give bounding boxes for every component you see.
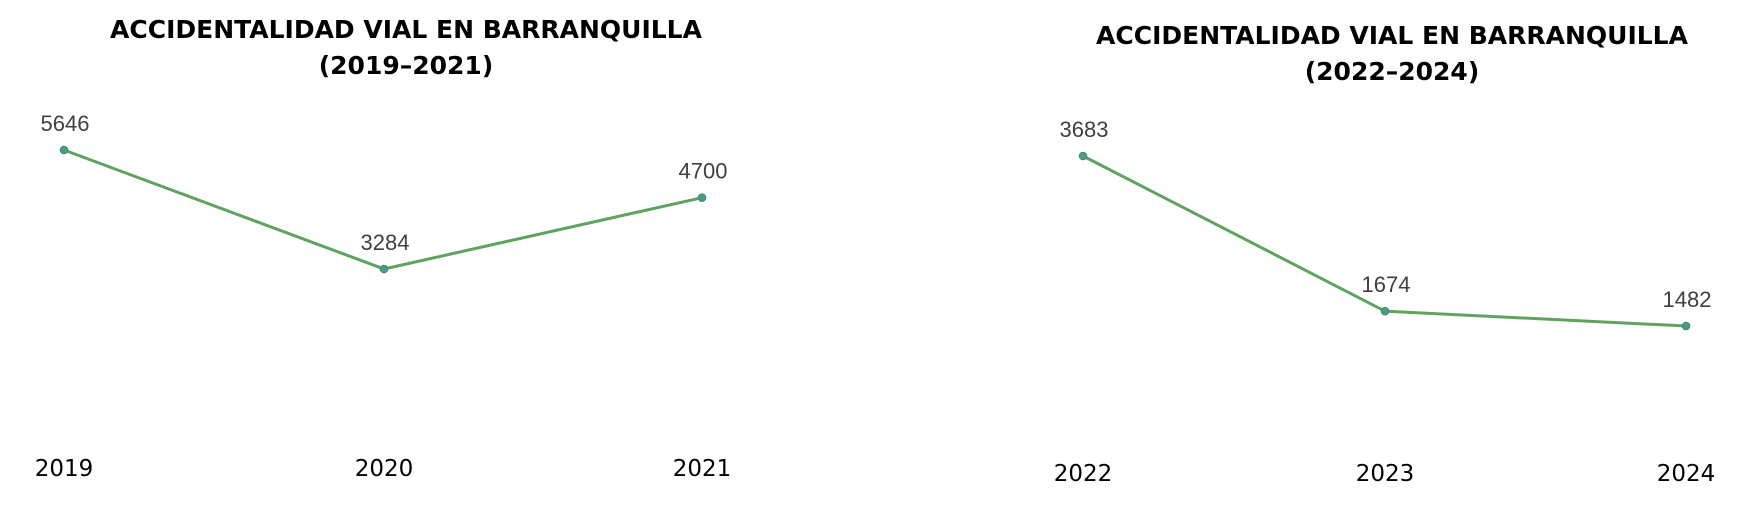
data-point-2021 xyxy=(697,193,707,202)
x-tick-label-2024: 2024 xyxy=(1657,461,1716,487)
data-label-2021: 4700 xyxy=(679,159,728,184)
x-tick-label-2023: 2023 xyxy=(1356,461,1415,487)
data-label-2022: 3683 xyxy=(1060,117,1109,142)
data-label-2024: 1482 xyxy=(1663,287,1712,312)
data-point-2023 xyxy=(1380,306,1390,316)
chart-2022-2024: ACCIDENTALIDAD VIAL EN BARRANQUILLA (202… xyxy=(1054,21,1716,487)
chart-2019-2021: ACCIDENTALIDAD VIAL EN BARRANQUILLA (201… xyxy=(35,15,732,482)
chart-title-line-1: ACCIDENTALIDAD VIAL EN BARRANQUILLA xyxy=(110,15,703,44)
chart-title-line-1: ACCIDENTALIDAD VIAL EN BARRANQUILLA xyxy=(1096,21,1689,50)
data-label-2023: 1674 xyxy=(1362,272,1411,297)
plot-area: 5646 2019 3284 2020 4700 2021 xyxy=(35,111,732,482)
data-point-2022 xyxy=(1078,151,1088,161)
x-tick-label-2020: 2020 xyxy=(355,456,414,482)
plot-area: 3683 2022 1674 2023 1482 2024 xyxy=(1054,117,1716,487)
data-point-2019 xyxy=(59,145,69,155)
chart-title-line-2: (2022–2024) xyxy=(1305,57,1480,86)
x-tick-label-2019: 2019 xyxy=(35,456,94,482)
x-tick-label-2022: 2022 xyxy=(1054,461,1113,487)
chart-title-line-2: (2019–2021) xyxy=(319,51,494,80)
x-tick-label-2021: 2021 xyxy=(673,456,732,482)
data-point-2020 xyxy=(379,264,389,274)
data-label-2020: 3284 xyxy=(361,230,410,255)
data-point-2024 xyxy=(1681,321,1691,331)
data-label-2019: 5646 xyxy=(41,111,90,136)
series-line xyxy=(1081,154,1688,328)
